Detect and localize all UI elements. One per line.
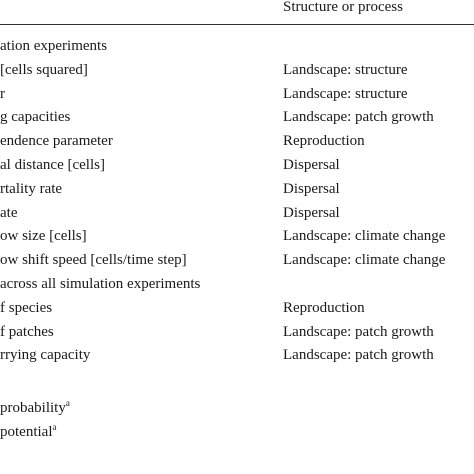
parameter-cell: rtality rate [0, 180, 62, 198]
cell-text: Dispersal [283, 180, 340, 197]
cell-text: endence parameter [0, 133, 113, 150]
cell-text: Dispersal [283, 157, 340, 173]
cell-text: f species [0, 299, 53, 316]
parameter-cell: across all simulation experiments [0, 275, 200, 293]
cell-text: potential [0, 423, 53, 440]
parameter-cell: ate [0, 204, 17, 222]
parameter-cell: r [0, 85, 5, 103]
parameter-cell: f patches [0, 323, 54, 341]
structure-cell: Landscape: climate change [283, 251, 445, 269]
footnote-mark: a [52, 421, 57, 432]
parameter-cell: rrying capacity [0, 346, 90, 364]
cell-text: r [0, 85, 5, 102]
cell-text: across all simulation experiments [0, 276, 201, 292]
cell-text: Reproduction [283, 133, 365, 150]
header-rule [0, 24, 474, 25]
structure-cell: Landscape: structure [283, 61, 408, 79]
structure-cell: Landscape: patch growth [283, 346, 434, 364]
cell-text: Landscape: climate change [283, 252, 446, 269]
cell-text: Landscape: patch growth [283, 109, 434, 126]
structure-cell: Dispersal [283, 204, 340, 222]
cell-text: Dispersal [283, 204, 340, 221]
cell-text: [cells squared] [0, 61, 88, 78]
cell-text: al distance [cells] [0, 157, 105, 173]
parameter-cell: ow shift speed [cells/time step] [0, 251, 187, 269]
cell-text: ation experiments [0, 38, 108, 54]
cell-text: rtality rate [0, 180, 63, 197]
cell-text: rrying capacity [0, 347, 91, 364]
cell-text: ow shift speed [cells/time step] [0, 252, 187, 269]
cell-text: Landscape: climate change [283, 228, 446, 245]
parameter-cell: [cells squared] [0, 61, 88, 79]
cell-text: Landscape: patch growth [283, 347, 434, 364]
structure-cell: Reproduction [283, 299, 365, 317]
cell-text: g capacities [0, 109, 71, 126]
structure-cell: Landscape: patch growth [283, 108, 434, 126]
cell-text: ow size [cells] [0, 228, 87, 245]
structure-cell: Landscape: patch growth [283, 323, 434, 341]
cell-text: Reproduction [283, 299, 365, 316]
cell-text: ate [0, 204, 18, 221]
parameter-cell: endence parameter [0, 132, 113, 150]
cell-text: f patches [0, 323, 54, 340]
cell-text: Landscape: structure [283, 85, 408, 102]
cell-text: probability [0, 400, 66, 416]
structure-cell: Landscape: climate change [283, 227, 445, 245]
parameter-cell: ow size [cells] [0, 227, 87, 245]
parameter-cell: f species [0, 299, 52, 317]
structure-cell: Dispersal [283, 180, 340, 198]
column-header: Structure or process [283, 0, 403, 15]
cell-text: Landscape: patch growth [283, 323, 434, 340]
parameter-cell: probabilitya [0, 394, 70, 417]
parameter-cell: al distance [cells] [0, 156, 105, 174]
cell-text: Landscape: structure [283, 61, 408, 78]
structure-cell: Dispersal [283, 156, 340, 174]
structure-cell: Reproduction [283, 132, 365, 150]
parameter-cell: potentiala [0, 418, 57, 441]
parameter-cell: g capacities [0, 108, 70, 126]
structure-cell: Landscape: structure [283, 85, 408, 103]
parameter-cell: ation experiments [0, 37, 107, 55]
footnote-mark: a [65, 398, 70, 408]
